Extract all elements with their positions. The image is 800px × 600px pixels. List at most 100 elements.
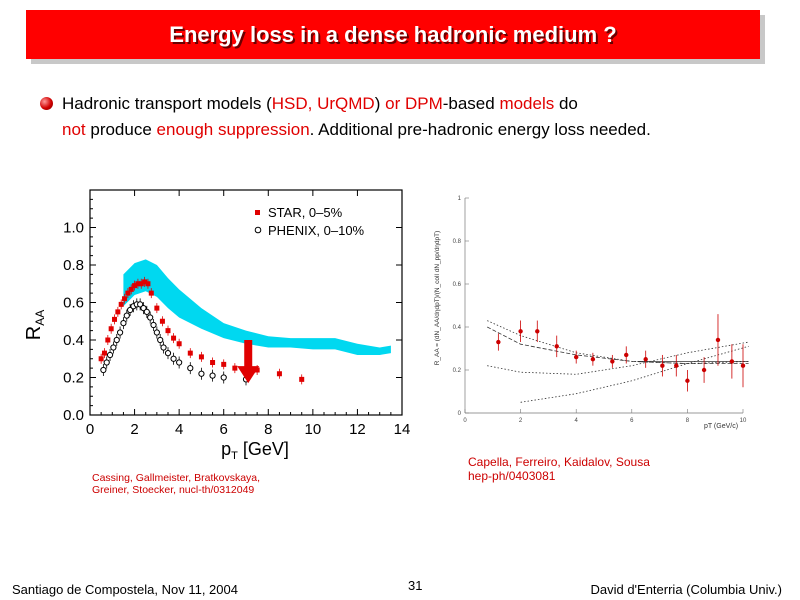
star-point <box>299 376 305 382</box>
y-tick-label: 0.0 <box>63 407 84 424</box>
star-point <box>254 367 260 373</box>
y-axis-label: RAA <box>23 310 47 340</box>
phenix-point <box>220 374 227 381</box>
bullet-run-not: not <box>62 120 86 139</box>
right-x-tick-label: 8 <box>686 418 690 424</box>
star-point <box>105 337 111 343</box>
phenix-point <box>164 350 172 357</box>
phenix-point <box>116 329 124 336</box>
right-x-tick-label: 4 <box>575 418 579 424</box>
legend-phenix-label: PHENIX, 0–10% <box>268 223 365 238</box>
slide-title: Energy loss in a dense hadronic medium ? <box>169 21 617 47</box>
star-point <box>154 305 160 311</box>
right-data-point <box>685 378 690 383</box>
phenix-point <box>103 359 110 366</box>
star-point <box>187 350 193 356</box>
y-tick-label: 0.8 <box>63 257 84 274</box>
right-data-point <box>643 357 648 362</box>
caption-right: Capella, Ferreiro, Kaidalov, Sousa hep-p… <box>468 455 650 483</box>
star-point <box>128 286 134 292</box>
right-data-point <box>610 359 615 364</box>
right-data-point <box>496 339 501 345</box>
phenix-point <box>106 351 114 359</box>
model-curve <box>487 320 749 365</box>
phenix-point <box>127 306 134 314</box>
phenix-point <box>100 366 107 374</box>
bullet-run-suppression: enough suppression <box>156 120 310 139</box>
x-tick-label: 12 <box>349 421 366 438</box>
star-point <box>210 360 216 365</box>
caption-right-line-2: hep-ph/0403081 <box>468 469 556 483</box>
arrow-head-icon <box>237 366 260 384</box>
star-point <box>122 296 128 302</box>
phenix-point <box>153 329 160 336</box>
raa-plot-right: 00.20.40.60.810 2 4 6 8 10 R_AA = (dN_AA/dηdp… <box>434 196 749 430</box>
title-bar: Energy loss in a dense hadronic medium ? <box>26 10 760 59</box>
bullet-run-5: -based <box>442 94 500 113</box>
right-x-tick-label: 6 <box>630 418 634 424</box>
phenix-point <box>120 320 127 327</box>
y-tick-label: 1.0 <box>63 220 84 237</box>
star-point <box>138 281 144 287</box>
footer-right: David d'Enterria (Columbia Univ.) <box>590 582 782 597</box>
right-x-axis-label: pT (GeV/c) <box>704 423 738 430</box>
right-y-tick-label: 0.4 <box>453 325 462 331</box>
phenix-point <box>110 344 117 351</box>
phenix-point <box>113 336 120 344</box>
right-data-point <box>729 359 735 364</box>
star-point <box>132 283 138 289</box>
right-data-point <box>660 363 665 368</box>
bullet-run-1: Hadronic transport models ( <box>62 94 272 113</box>
model-curve <box>487 326 749 364</box>
bullet-run-3: ) <box>374 94 386 113</box>
right-y-tick-label: 0.8 <box>453 239 462 245</box>
model-curve <box>520 345 749 403</box>
x-tick-label: 2 <box>130 421 138 438</box>
footer-left: Santiago de Compostela, Nov 11, 2004 <box>12 582 238 597</box>
bullet-run-hsd-urqmd: HSD, UrQMD <box>271 94 375 113</box>
star-point <box>125 290 131 296</box>
right-data-point <box>715 337 721 343</box>
model-band <box>123 259 391 355</box>
star-point <box>142 279 148 285</box>
right-data-point <box>674 363 679 368</box>
phenix-point <box>143 308 150 315</box>
raa-plot-left: 0 2 4 6 8 10 12 14 0.0 0.2 0.4 0.6 0.8 1.0 STAR, 0–5%… <box>23 189 410 462</box>
phenix-point <box>123 312 130 319</box>
bullet-run-7: do <box>554 94 578 113</box>
right-x-tick-label: 10 <box>740 418 747 424</box>
right-data-point <box>590 357 596 362</box>
phenix-point <box>147 314 154 321</box>
legend-star-marker <box>255 210 260 215</box>
legend-phenix-marker <box>254 226 262 234</box>
arrow-shaft <box>244 340 253 368</box>
x-tick-label: 4 <box>175 421 183 438</box>
phenix-point <box>187 365 194 372</box>
right-data-point <box>554 344 559 349</box>
right-x-tick-label: 0 <box>463 418 467 424</box>
caption-right-line-1: Capella, Ferreiro, Kaidalov, Sousa <box>468 455 650 469</box>
right-data-point <box>574 354 579 360</box>
star-point <box>115 309 121 315</box>
star-point <box>165 328 171 334</box>
right-y-tick-label: 0 <box>458 411 462 417</box>
right-y-tick-label: 0.6 <box>453 282 462 288</box>
bullet-run-models: models <box>499 94 555 113</box>
phenix-point <box>160 344 167 351</box>
right-y-tick-label: 0.2 <box>453 368 462 374</box>
phenix-point <box>198 370 205 377</box>
bullet-run-9: produce <box>85 120 157 139</box>
star-point <box>176 341 182 347</box>
caption-left: Cassing, Gallmeister, Bratkovskaya, Grei… <box>92 472 260 496</box>
phenix-point <box>140 305 147 312</box>
caption-left-line-1: Cassing, Gallmeister, Bratkovskaya, <box>92 472 261 484</box>
star-point <box>112 316 118 322</box>
bullet-icon <box>40 97 53 110</box>
phenix-point <box>209 372 216 379</box>
right-data-point <box>535 329 540 334</box>
star-point <box>232 365 238 371</box>
page-number: 31 <box>408 578 423 593</box>
phenix-point <box>176 359 183 366</box>
star-point <box>171 335 177 341</box>
bullet-run-dpm: or DPM <box>385 94 443 113</box>
